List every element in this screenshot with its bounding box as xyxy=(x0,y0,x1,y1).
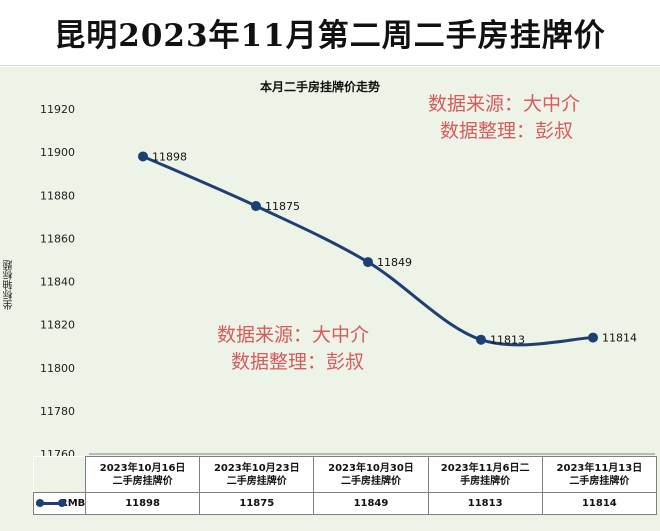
y-tick-label: 11920 xyxy=(40,103,75,116)
category-label: 2023年10月16日 二手房挂牌价 xyxy=(84,456,201,493)
data-label: 11898 xyxy=(152,150,187,163)
data-point xyxy=(138,151,148,162)
watermark-middle: 数据来源：大中介 数据整理：彭叔 xyxy=(217,322,369,376)
y-tick-label: 11820 xyxy=(40,319,75,332)
data-table: 2023年10月16日 二手房挂牌价 2023年10月23日 二手房挂牌价 2023… xyxy=(33,456,658,515)
data-point xyxy=(363,257,373,268)
table-value: 11849 xyxy=(313,492,429,515)
banner: 昆明2023年11月第二周二手房挂牌价 xyxy=(0,0,660,66)
data-label: 11849 xyxy=(377,256,412,269)
y-tick-label: 11840 xyxy=(40,276,75,289)
table-value: 11875 xyxy=(199,492,315,515)
data-label: 11813 xyxy=(490,334,525,347)
y-tick-label: 11860 xyxy=(40,232,75,245)
table-value: 11814 xyxy=(541,492,658,515)
data-point xyxy=(588,332,598,343)
data-table-header-row: 2023年10月16日 二手房挂牌价 2023年10月23日 二手房挂牌价 2023… xyxy=(33,456,658,493)
series-name: RMB xyxy=(60,497,86,509)
data-table-values-row: RMB 11898 11875 11849 11813 11814 xyxy=(33,492,658,515)
watermark-top: 数据来源：大中介 数据整理：彭叔 xyxy=(428,91,580,145)
category-label: 2023年10月23日 二手房挂牌价 xyxy=(199,456,315,493)
legend-entry: RMB xyxy=(33,492,86,515)
data-label: 11814 xyxy=(602,332,637,345)
y-tick-label: 11800 xyxy=(40,362,75,375)
data-label: 11875 xyxy=(265,200,300,213)
category-label: 2023年11月6日二 手房挂牌价 xyxy=(427,456,543,493)
table-value: 11813 xyxy=(427,492,543,515)
watermark-source: 数据来源：大中介 xyxy=(428,93,581,115)
table-value: 11898 xyxy=(84,492,201,515)
category-label: 2023年11月13日 二手房挂牌价 xyxy=(541,456,658,493)
series-line xyxy=(142,155,594,347)
watermark-source: 数据来源：大中介 xyxy=(217,324,370,346)
data-point xyxy=(251,201,261,212)
watermark-compiler: 数据整理：彭叔 xyxy=(440,120,574,142)
page-title: 昆明2023年11月第二周二手房挂牌价 xyxy=(54,18,606,54)
data-table-corner xyxy=(33,456,86,493)
data-point xyxy=(476,334,486,345)
chart-title: 本月二手房挂牌价走势 xyxy=(259,80,380,94)
y-tick-label: 11780 xyxy=(40,405,75,418)
legend-key-icon xyxy=(36,498,66,508)
category-label: 2023年10月30日 二手房挂牌价 xyxy=(313,456,429,493)
y-tick-label: 11900 xyxy=(40,146,75,159)
y-tick-label: 11880 xyxy=(40,189,75,202)
watermark-compiler: 数据整理：彭叔 xyxy=(231,351,365,373)
